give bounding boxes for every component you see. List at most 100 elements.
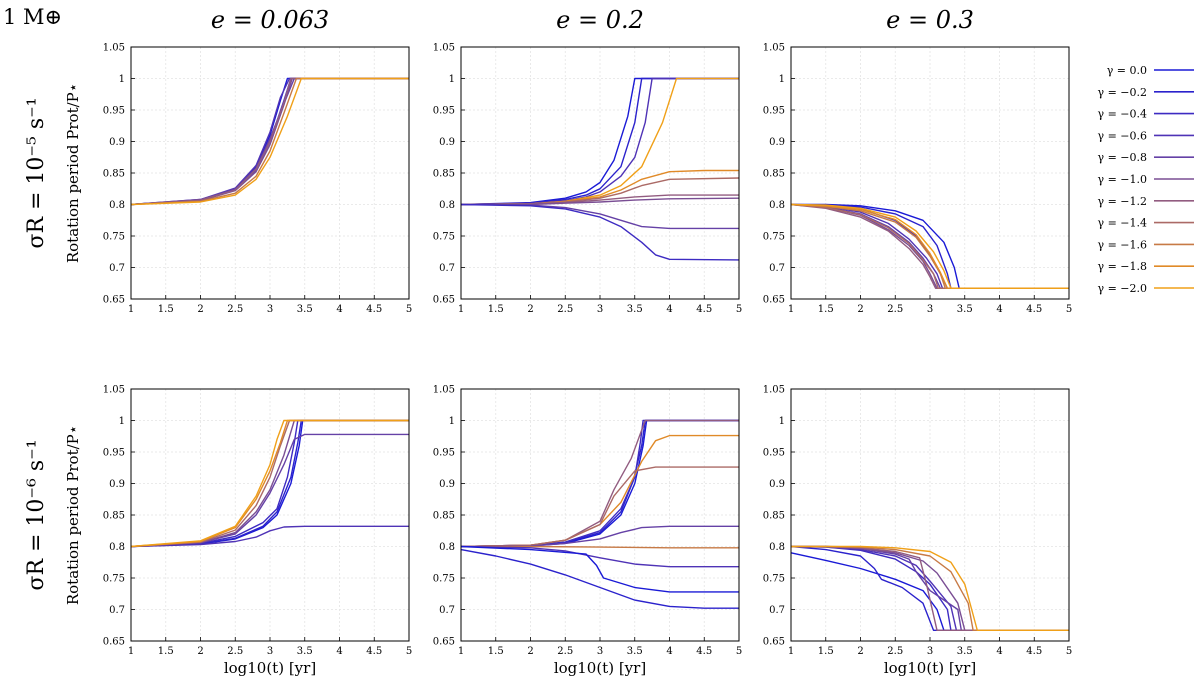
legend-label: γ = −1.8 [1098,260,1148,273]
x-tick-label: 4.5 [696,304,712,315]
x-tick-label: 1.5 [818,304,834,315]
y-tick-label: 1 [449,416,455,427]
x-axis-label: log10(t) [yr] [224,659,316,677]
panel-frame [790,46,1070,300]
y-tick-label: 0.9 [439,137,455,148]
row-title: σR = 10⁻⁵ s⁻¹ [24,97,49,248]
y-tick-label: 0.95 [763,448,785,459]
panel-frame [130,388,410,642]
y-tick-label: 0.7 [109,605,125,616]
x-tick-label: 5 [406,646,412,657]
x-tick-label: 3 [927,304,933,315]
x-tick-label: 1 [788,304,794,315]
x-tick-label: 3.5 [627,646,643,657]
x-tick-label: 5 [736,646,742,657]
y-tick-label: 0.65 [763,637,785,648]
y-tick-label: 0.75 [763,574,785,585]
y-tick-label: 1 [119,74,125,85]
y-tick-label: 0.9 [109,137,125,148]
legend-label: γ = −0.4 [1098,108,1148,121]
series-line [461,545,739,549]
x-tick-label: 4 [336,304,342,315]
y-tick-label: 0.8 [109,542,125,553]
y-tick-label: 0.85 [103,511,125,522]
series-line [130,419,409,548]
y-tick-label: 1.05 [433,385,455,396]
x-tick-label: 3.5 [957,646,973,657]
series-line [460,77,739,206]
panel-frame [460,46,740,300]
y-tick-label: 0.65 [103,295,125,306]
legend-label: γ = −0.6 [1098,129,1148,142]
y-tick-label: 0.85 [433,511,455,522]
y-tick-label: 0.9 [439,479,455,490]
y-tick-label: 0.8 [109,200,125,211]
series-line [790,203,1069,289]
x-tick-label: 2.5 [227,646,243,657]
x-tick-label: 3 [597,646,603,657]
series-line [791,203,1069,289]
y-tick-label: 0.8 [439,200,455,211]
legend-label: γ = −2.0 [1098,282,1148,295]
y-tick-label: 0.8 [439,542,455,553]
y-tick-label: 0.8 [769,542,785,553]
y-tick-label: 0.7 [769,605,785,616]
y-tick-label: 1 [779,74,785,85]
series-line [791,545,1069,631]
x-tick-label: 1 [128,646,134,657]
y-tick-label: 0.95 [103,448,125,459]
x-tick-label: 4 [996,646,1002,657]
x-tick-label: 1.5 [158,304,174,315]
series-line [130,419,409,548]
x-tick-label: 4.5 [696,646,712,657]
y-axis-label: Rotation period Prot/P⋆ [64,83,82,263]
x-tick-label: 1.5 [818,646,834,657]
series-line [130,419,409,548]
y-tick-label: 0.85 [763,169,785,180]
x-tick-label: 5 [736,304,742,315]
series-line [460,545,739,568]
y-tick-label: 1 [119,416,125,427]
x-tick-label: 2 [527,646,533,657]
x-tick-label: 4 [666,304,672,315]
y-tick-label: 0.65 [103,637,125,648]
y-tick-label: 1.05 [433,43,455,54]
y-tick-label: 0.85 [103,169,125,180]
x-tick-label: 4.5 [1026,646,1042,657]
x-axis-label: log10(t) [yr] [554,659,646,677]
y-axis-label: Rotation period Prot/P⋆ [64,425,82,605]
x-tick-label: 3 [597,304,603,315]
x-tick-label: 2.5 [227,304,243,315]
y-tick-label: 0.65 [433,637,455,648]
y-tick-label: 0.95 [433,106,455,117]
x-tick-label: 5 [1066,304,1072,315]
legend-label: γ = −1.2 [1098,195,1148,208]
y-tick-label: 0.65 [763,295,785,306]
series-line [130,525,409,548]
x-tick-label: 5 [406,304,412,315]
series-line [790,203,1069,289]
column-title: e = 0.3 [886,6,974,34]
x-tick-label: 2.5 [557,304,573,315]
x-tick-label: 1 [458,304,464,315]
series-line [460,545,739,593]
row-title: σR = 10⁻⁶ s⁻¹ [24,439,49,590]
series-line [130,419,409,548]
series-line [790,203,1069,289]
panel-frame [790,388,1070,642]
y-tick-label: 0.7 [769,263,785,274]
y-tick-label: 1 [779,416,785,427]
x-tick-label: 2 [527,304,533,315]
y-tick-label: 1.05 [103,385,125,396]
panel-frame [460,388,740,642]
x-tick-label: 2 [197,304,203,315]
y-tick-label: 0.95 [763,106,785,117]
y-tick-label: 0.9 [769,137,785,148]
x-tick-label: 1 [128,304,134,315]
x-tick-label: 4 [996,304,1002,315]
series-line [460,466,739,548]
y-tick-label: 1.05 [763,385,785,396]
x-axis-label: log10(t) [yr] [884,659,976,677]
x-tick-label: 2.5 [557,646,573,657]
series-line [460,203,739,230]
